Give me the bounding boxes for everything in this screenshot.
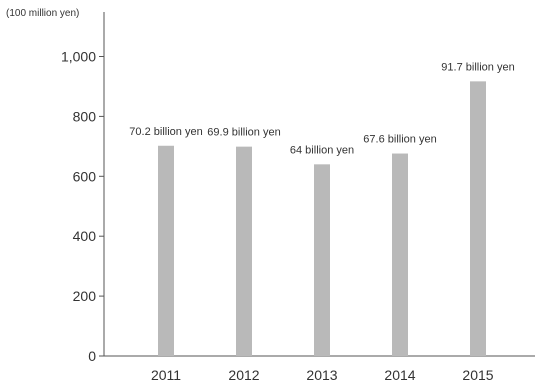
- y-tick-label: 800: [73, 108, 97, 124]
- y-tick-label: 1,000: [61, 49, 96, 65]
- y-axis-unit-label: (100 million yen): [6, 8, 80, 19]
- bar: [158, 145, 174, 356]
- bar: [314, 164, 330, 356]
- x-tick-label: 2012: [228, 367, 259, 383]
- x-tick-label: 2014: [384, 367, 415, 383]
- bar-data-label: 70.2 billion yen: [129, 126, 202, 138]
- x-tick-label: 2013: [306, 367, 337, 383]
- bar-data-label: 67.6 billion yen: [363, 134, 436, 146]
- y-tick-label: 600: [73, 168, 97, 184]
- bar: [470, 81, 486, 357]
- bar-data-label: 69.9 billion yen: [207, 127, 280, 139]
- x-tick-label: 2015: [462, 367, 493, 383]
- y-tick-label: 200: [73, 288, 97, 304]
- bar-data-label: 91.7 billion yen: [441, 61, 514, 73]
- y-tick-label: 400: [73, 228, 97, 244]
- bar-data-label: 64 billion yen: [290, 144, 354, 156]
- bar: [392, 153, 408, 356]
- x-tick-label: 2011: [151, 367, 181, 383]
- y-tick-label: 0: [88, 348, 96, 364]
- bar: [236, 146, 252, 356]
